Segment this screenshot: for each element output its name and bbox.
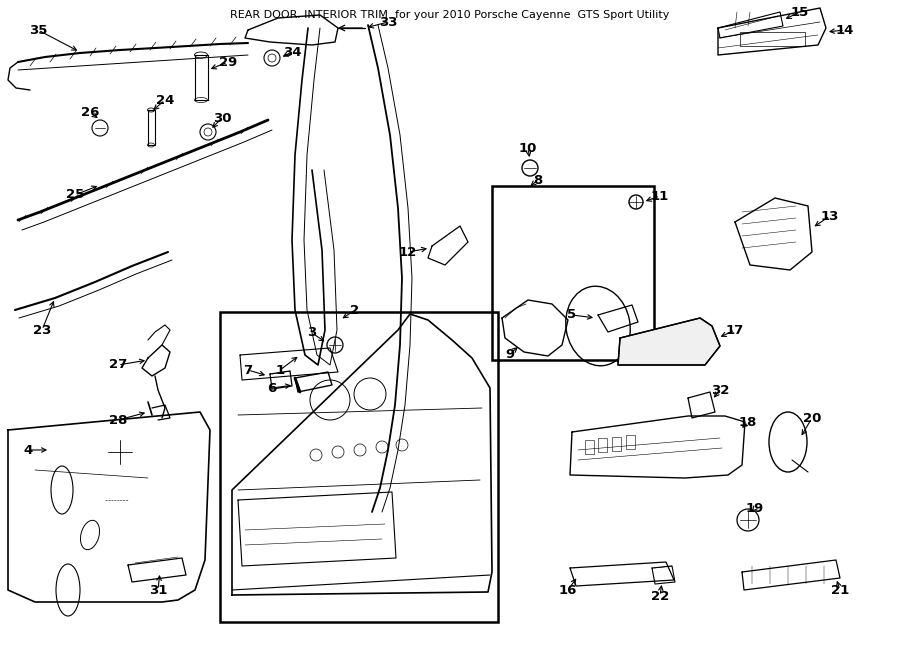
Text: 20: 20 xyxy=(803,412,821,424)
Text: 21: 21 xyxy=(831,584,849,596)
Text: 10: 10 xyxy=(518,141,537,155)
Bar xyxy=(612,437,621,451)
Text: 34: 34 xyxy=(283,46,302,59)
Text: 16: 16 xyxy=(559,584,577,596)
Bar xyxy=(220,312,498,622)
Text: 29: 29 xyxy=(219,56,237,69)
Text: 35: 35 xyxy=(29,24,47,36)
Polygon shape xyxy=(618,318,720,365)
Text: 22: 22 xyxy=(651,590,669,602)
Text: 19: 19 xyxy=(746,502,764,514)
Text: 12: 12 xyxy=(399,245,417,258)
Text: 14: 14 xyxy=(836,24,854,36)
Text: 17: 17 xyxy=(726,323,744,336)
Bar xyxy=(740,32,805,46)
Text: 7: 7 xyxy=(243,364,253,377)
Text: 28: 28 xyxy=(109,414,127,426)
Bar xyxy=(492,186,654,360)
Text: 32: 32 xyxy=(711,383,729,397)
Text: 3: 3 xyxy=(308,327,317,340)
Bar xyxy=(626,435,635,449)
Text: 9: 9 xyxy=(506,348,515,360)
Text: 25: 25 xyxy=(66,188,84,202)
Text: 23: 23 xyxy=(32,323,51,336)
Bar xyxy=(585,440,594,454)
Text: 6: 6 xyxy=(267,381,276,395)
Text: 27: 27 xyxy=(109,358,127,371)
Bar xyxy=(598,438,607,452)
Text: 31: 31 xyxy=(148,584,167,596)
Text: 24: 24 xyxy=(156,93,175,106)
Text: 1: 1 xyxy=(275,364,284,377)
Text: 4: 4 xyxy=(23,444,32,457)
Text: 30: 30 xyxy=(212,112,231,124)
Text: 8: 8 xyxy=(534,173,543,186)
Text: 5: 5 xyxy=(567,309,577,321)
Text: 15: 15 xyxy=(791,5,809,19)
Text: 11: 11 xyxy=(651,190,669,202)
Text: REAR DOOR. INTERIOR TRIM. for your 2010 Porsche Cayenne  GTS Sport Utility: REAR DOOR. INTERIOR TRIM. for your 2010 … xyxy=(230,10,670,20)
Text: 18: 18 xyxy=(739,416,757,428)
Text: 2: 2 xyxy=(350,303,360,317)
Text: 13: 13 xyxy=(821,210,839,223)
Text: 26: 26 xyxy=(81,106,99,118)
Text: 33: 33 xyxy=(379,15,397,28)
